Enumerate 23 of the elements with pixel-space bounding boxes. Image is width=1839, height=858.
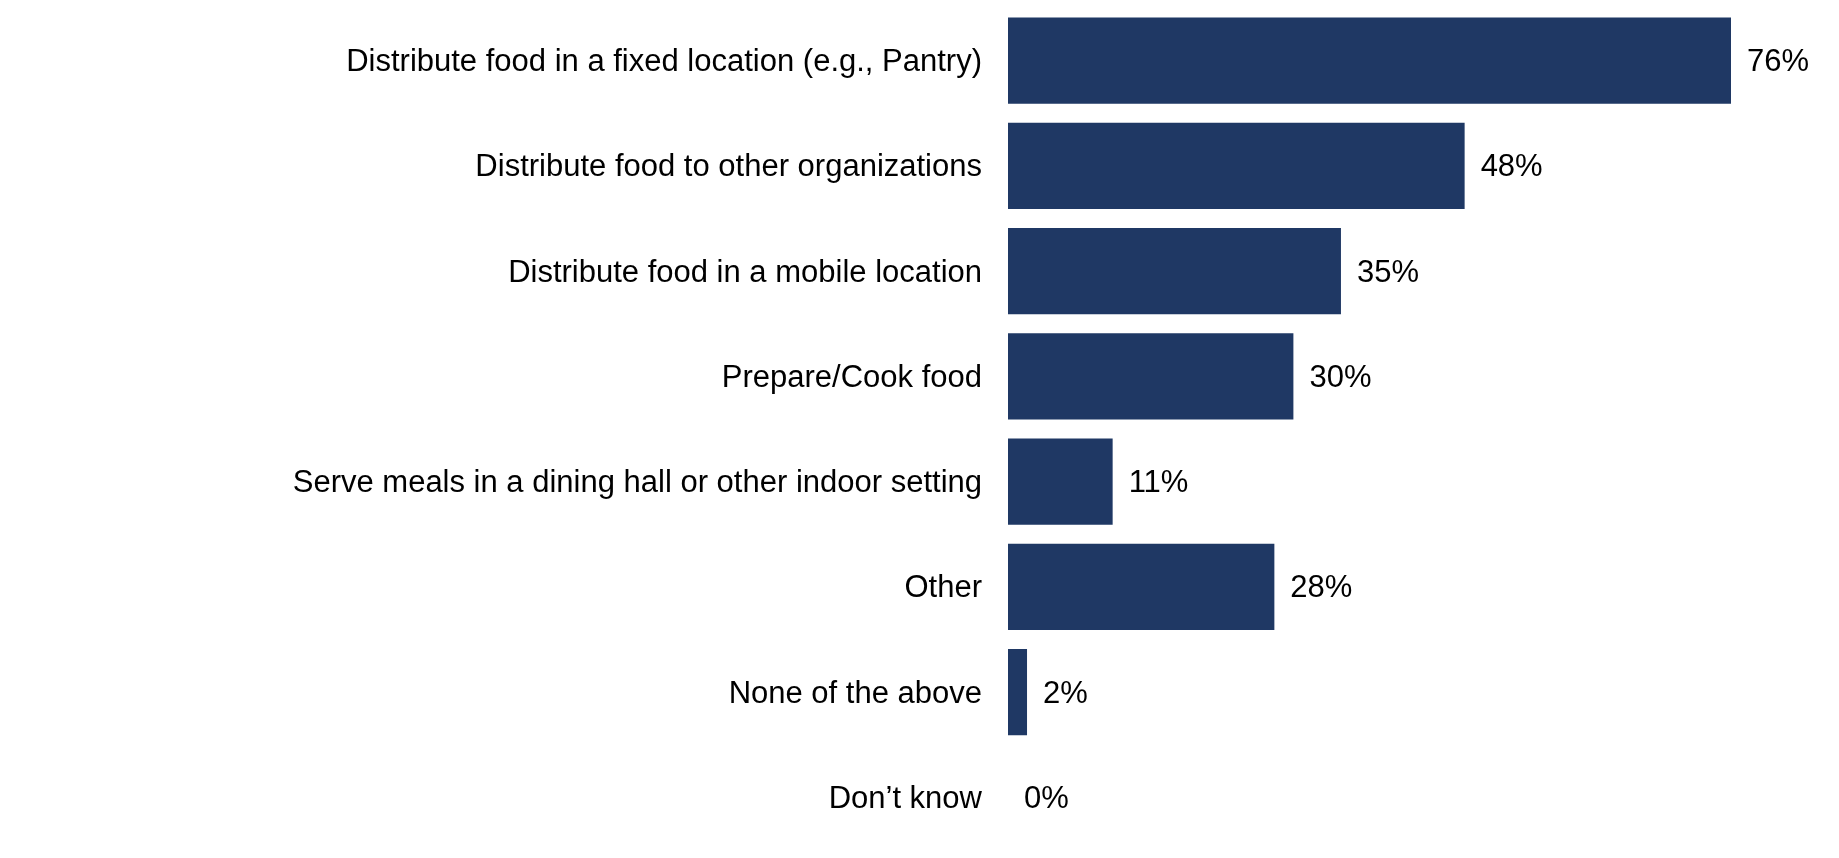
bar xyxy=(1008,648,1028,736)
y-tick-label: Don’t know xyxy=(828,779,983,815)
y-tick-label: Distribute food in a fixed location (e.g., Pantry) xyxy=(346,43,982,79)
data-label: 11% xyxy=(1128,464,1189,500)
y-tick-label: Serve meals in a dining hall or other indoor setting xyxy=(292,464,982,500)
data-label: 28% xyxy=(1290,569,1353,605)
y-tick-label: None of the above xyxy=(728,674,982,710)
bar xyxy=(1008,438,1113,525)
bar xyxy=(1008,17,1731,104)
bar xyxy=(1008,122,1465,210)
bar xyxy=(1008,227,1341,315)
y-tick-label: Other xyxy=(904,569,982,605)
data-label: 0% xyxy=(1024,779,1069,815)
y-tick-label: Distribute food in a mobile location xyxy=(508,253,982,289)
data-label: 48% xyxy=(1480,148,1543,184)
data-label: 35% xyxy=(1356,253,1420,289)
data-label: 30% xyxy=(1309,358,1372,394)
y-tick-label: Prepare/Cook food xyxy=(721,358,982,394)
data-label: 76% xyxy=(1747,43,1810,79)
y-tick-label: Distribute food to other organizations xyxy=(475,148,982,184)
bar xyxy=(1008,333,1294,420)
data-label: 2% xyxy=(1043,674,1088,710)
bar xyxy=(1008,543,1275,631)
